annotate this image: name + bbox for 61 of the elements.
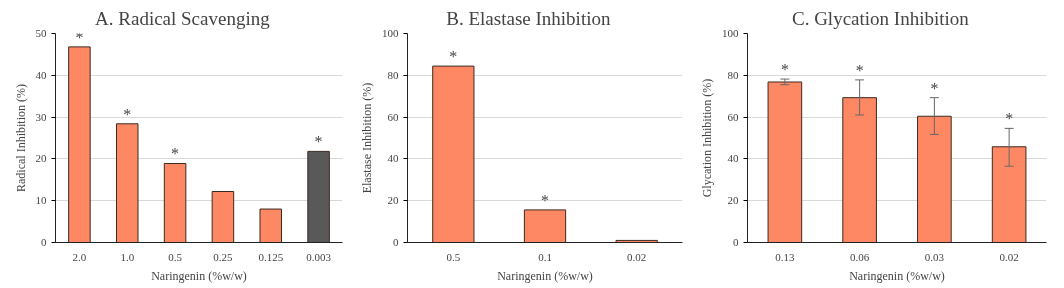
- y-tick-label: 40: [727, 152, 739, 165]
- y-axis-title: Radical Inhibition (%): [13, 84, 28, 192]
- y-tick-label: 60: [387, 110, 399, 123]
- y-axis-title: Glycation Inhibition (%): [700, 78, 714, 198]
- x-tick-label: 0.13: [775, 250, 795, 263]
- x-tick-label: 2.0: [72, 250, 87, 263]
- x-axis-title: Naringenin (%w/w): [151, 268, 247, 283]
- x-axis-title: Naringenin (%w/w): [849, 268, 945, 283]
- bar: [842, 97, 877, 243]
- x-tick-label: 0.02: [999, 250, 1019, 263]
- annotation: *: [780, 61, 789, 79]
- bar: [991, 146, 1027, 243]
- bar: [68, 46, 91, 243]
- annotation: *: [123, 105, 132, 123]
- y-tick-label: 40: [35, 68, 47, 81]
- y-tick-label: 20: [35, 152, 47, 165]
- chart-title: B. Elastase Inhibition: [446, 7, 611, 29]
- x-tick-label: 0.1: [538, 250, 552, 263]
- y-tick-label: 20: [727, 194, 739, 207]
- y-tick-label: 100: [382, 27, 399, 39]
- bar: [767, 81, 803, 243]
- y-tick-label: 50: [35, 27, 47, 39]
- annotation: *: [1005, 110, 1014, 128]
- x-tick-label: 0.5: [446, 250, 461, 263]
- x-tick-label: 1.0: [120, 250, 135, 263]
- bar: [163, 163, 187, 243]
- y-tick-label: 30: [35, 110, 47, 123]
- x-tick-label: 0.5: [168, 250, 183, 263]
- bar: [211, 191, 235, 243]
- y-tick-label: 0: [733, 236, 739, 248]
- x-tick-label: 0.003: [306, 250, 332, 263]
- x-axis-title: Naringenin (%w/w): [497, 268, 593, 283]
- x-tick-label: 0.25: [213, 250, 234, 263]
- bar: [115, 123, 139, 243]
- y-tick-label: 80: [727, 68, 739, 81]
- annotation: *: [855, 61, 864, 79]
- y-tick-label: 20: [387, 194, 399, 207]
- y-tick-label: 80: [387, 68, 399, 81]
- annotation: *: [314, 133, 323, 151]
- bar: [432, 65, 475, 243]
- y-axis-title: Elastase Inhibition (%): [360, 82, 374, 194]
- y-tick-label: 40: [387, 152, 399, 165]
- y-tick-label: 100: [722, 27, 739, 39]
- y-tick-label: 10: [35, 194, 47, 207]
- x-tick-label: 0.125: [258, 250, 284, 263]
- bar: [917, 115, 952, 243]
- x-tick-label: 0.03: [924, 250, 945, 263]
- x-tick-label: 0.02: [627, 250, 647, 263]
- bar: [523, 209, 567, 243]
- annotation: *: [171, 145, 180, 163]
- annotation: *: [541, 191, 549, 209]
- y-tick-label: 0: [41, 236, 47, 248]
- x-tick-label: 0.06: [850, 250, 870, 263]
- chart-title: A. Radical Scavenging: [95, 7, 271, 29]
- y-tick-label: 60: [727, 110, 739, 123]
- bar: [307, 150, 330, 243]
- y-tick-label: 0: [393, 236, 399, 248]
- bar: [259, 208, 283, 243]
- chart-title: C. Glycation Inhibition: [791, 7, 970, 29]
- annotation: *: [930, 79, 939, 97]
- annotation: *: [449, 48, 458, 66]
